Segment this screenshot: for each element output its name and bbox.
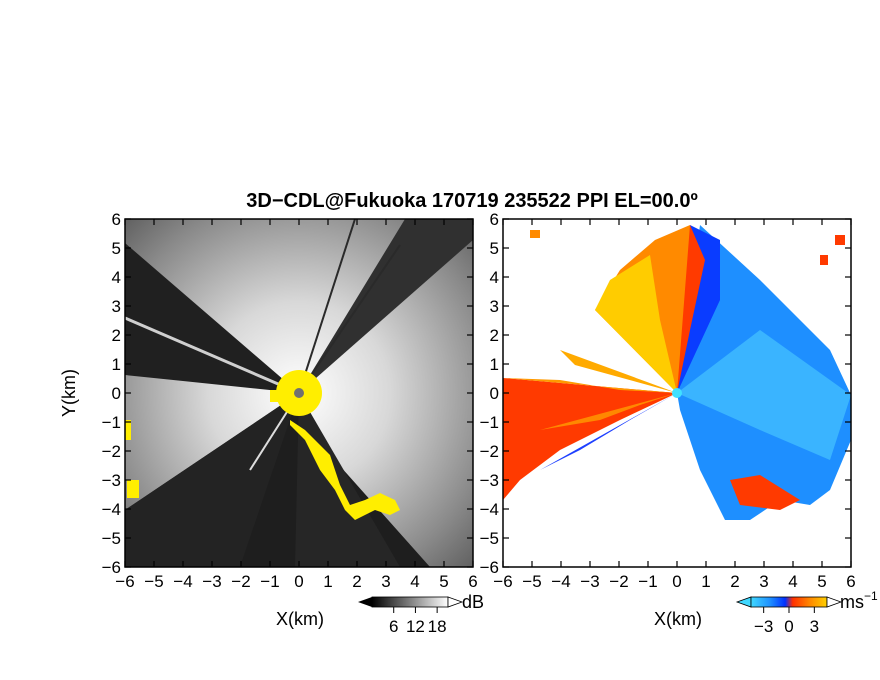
x-tick-label: −2 [231,572,250,591]
x-tick-label: 6 [846,572,855,591]
x-tick-label: −4 [173,572,192,591]
x-tick-label: −4 [551,572,570,591]
y-tick-label: 4 [112,268,121,287]
x-tick-label: −6 [493,572,512,591]
reflectivity-colorbar: 6 12 18 dB [358,592,484,636]
y-tick-label: −4 [102,500,121,519]
x-tick-label: −1 [638,572,657,591]
x-tick-label: 2 [730,572,739,591]
colorbar-tick-label: 18 [428,617,447,636]
figure-title: 3D−CDL@Fukuoka 170719 235522 PPI EL=00.0… [246,190,698,212]
y-tick-label: 1 [112,355,121,374]
y-tick-label: −4 [480,500,499,519]
y-tick-label: 4 [490,268,499,287]
x-tick-label: 1 [323,572,332,591]
reflectivity-colorbar-unit: dB [462,592,484,612]
velocity-ticks: −6 −5 −4 −3 −2 −1 0 1 2 3 4 5 6 −6 −5 −4 −3 −2 −1 0 1 2 3 4 5 6 [480,210,856,591]
x-tick-label: 3 [759,572,768,591]
y-tick-label: −2 [102,442,121,461]
y-tick-label: 6 [490,210,499,229]
x-tick-label: 4 [788,572,797,591]
velocity-colorbar: −3 0 3 ms−1 [735,589,878,636]
y-tick-label: −1 [480,413,499,432]
velocity-colorbar-unit-exp: −1 [864,589,878,603]
colorbar-tick-label: 12 [406,617,425,636]
x-tick-label: −6 [115,572,134,591]
colorbar-tick-label: 3 [810,617,819,636]
x-tick-label: −1 [260,572,279,591]
y-tick-label: 2 [112,326,121,345]
x-tick-label: −5 [522,572,541,591]
y-tick-label: −2 [480,442,499,461]
reflectivity-ylabel: Y(km) [59,369,79,417]
velocity-colorbar-unit-base: ms [840,592,864,612]
x-tick-label: 0 [294,572,303,591]
y-tick-label: 3 [112,297,121,316]
colorbar-tick-label: 6 [389,617,398,636]
velocity-colorbar-unit: ms−1 [840,589,878,612]
reflectivity-xlabel: X(km) [276,609,324,629]
x-tick-label: −3 [202,572,221,591]
x-tick-label: 3 [381,572,390,591]
y-tick-label: 0 [490,384,499,403]
y-tick-label: −6 [102,558,121,577]
velocity-image [503,219,851,567]
x-tick-label: 5 [439,572,448,591]
reflectivity-ticks: −6 −5 −4 −3 −2 −1 0 1 2 3 4 5 6 −6 −5 −4 −3 −2 −1 0 1 2 3 4 5 6 [102,210,478,591]
x-tick-label: 1 [701,572,710,591]
y-tick-label: −3 [480,471,499,490]
y-tick-label: 5 [490,239,499,258]
y-tick-label: −3 [102,471,121,490]
y-tick-label: −5 [480,529,499,548]
colorbar-tick-label: 0 [784,617,793,636]
y-tick-label: −1 [102,413,121,432]
velocity-panel: −6 −5 −4 −3 −2 −1 0 1 2 3 4 5 6 −6 −5 −4 −3 −2 −1 0 1 2 3 4 5 6 X… [480,210,878,636]
y-tick-label: 3 [490,297,499,316]
x-tick-label: −3 [580,572,599,591]
x-tick-label: 2 [352,572,361,591]
y-tick-label: −5 [102,529,121,548]
x-tick-label: −2 [609,572,628,591]
reflectivity-image [125,219,473,567]
y-tick-label: 5 [112,239,121,258]
y-tick-label: 6 [112,210,121,229]
y-tick-label: 0 [112,384,121,403]
x-tick-label: 5 [817,572,826,591]
x-tick-label: 4 [410,572,419,591]
y-tick-label: −6 [480,558,499,577]
y-tick-label: 1 [490,355,499,374]
x-tick-label: 6 [468,572,477,591]
velocity-xlabel: X(km) [654,609,702,629]
x-tick-label: 0 [672,572,681,591]
y-tick-label: 2 [490,326,499,345]
colorbar-tick-label: −3 [754,617,773,636]
x-tick-label: −5 [144,572,163,591]
